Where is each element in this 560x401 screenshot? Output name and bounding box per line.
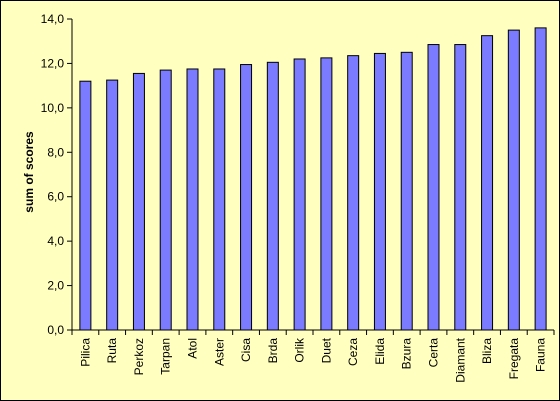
y-axis-label: sum of scores [22, 131, 36, 213]
x-tick-label-atol: Atol [186, 338, 200, 359]
x-tick-label-diamant: Diamant [453, 337, 467, 382]
bar-fauna [534, 27, 547, 331]
y-tick-label: 8,0 [47, 145, 64, 159]
bar-tarpan [159, 69, 172, 331]
y-tick-label: 2,0 [47, 279, 64, 293]
bar-atol [186, 68, 199, 331]
bar-bliza [481, 35, 494, 331]
x-tick-label-fauna: Fauna [534, 338, 548, 372]
y-tick-label: 14,0 [41, 12, 65, 26]
bar-bzura [400, 51, 413, 331]
y-tick-label: 4,0 [47, 234, 64, 248]
x-tick-label-bliza: Bliza [480, 338, 494, 364]
x-tick-label-perkoz: Perkoz [132, 338, 146, 375]
bar-perkoz [132, 72, 145, 331]
bars [79, 27, 547, 331]
y-tick-label: 10,0 [41, 101, 65, 115]
x-tick-label-cisa: Cisa [239, 338, 253, 362]
x-tick-label-duet: Duet [319, 337, 333, 363]
bar-ceza [347, 55, 360, 331]
y-axis-ticks: 0,0 2,0 4,0 6,0 8,0 10,0 12,0 14,0 [41, 12, 72, 337]
x-tick-label-elida: Elida [373, 338, 387, 365]
x-tick-label-brda: Brda [266, 338, 280, 364]
bar-fregata [507, 29, 520, 331]
bar-pilica [79, 80, 92, 331]
x-tick-label-pilica: Pilica [78, 338, 92, 367]
x-tick-label-bzura: Bzura [400, 338, 414, 370]
bar-orlik [293, 58, 306, 331]
bar-ruta [106, 79, 119, 331]
bar-diamant [454, 44, 467, 331]
bar-cisa [240, 64, 253, 331]
bar-aster [213, 68, 226, 331]
x-tick-label-ruta: Ruta [105, 338, 119, 364]
x-tick-label-certa: Certa [427, 338, 441, 368]
bar-brda [266, 61, 279, 331]
y-tick-label: 6,0 [47, 190, 64, 204]
bar-elida [373, 52, 386, 331]
y-tick-label: 12,0 [41, 56, 65, 70]
x-tick-label-tarpan: Tarpan [159, 338, 173, 375]
x-tick-label-aster: Aster [212, 338, 226, 366]
bar-duet [320, 57, 333, 331]
x-tick-label-orlik: Orlik [293, 337, 307, 363]
x-tick-label-fregata: Fregata [507, 338, 521, 380]
bar-certa [427, 44, 440, 331]
y-tick-label: 0,0 [47, 323, 64, 337]
x-tick-label-ceza: Ceza [346, 338, 360, 366]
x-axis-labels: Pilica Ruta Perkoz Tarpan Atol Aster Cisa Brda O… [71, 330, 555, 383]
